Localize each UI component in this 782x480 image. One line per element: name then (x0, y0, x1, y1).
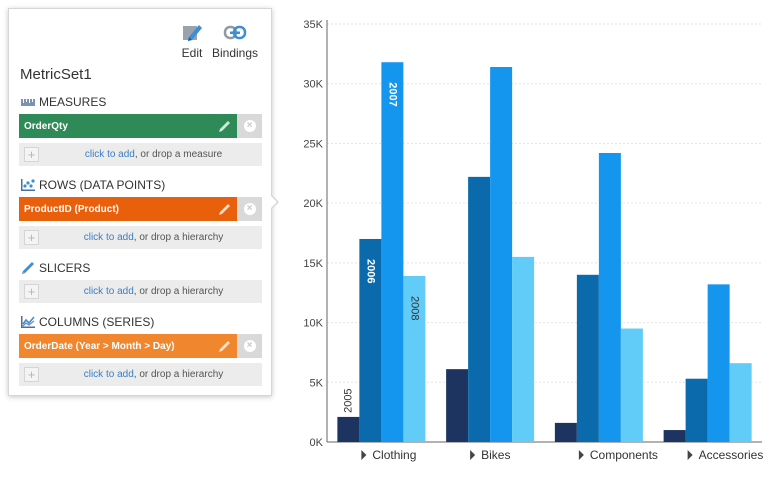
bar (512, 256, 535, 442)
measure-add-hint: , or drop a measure (134, 149, 223, 160)
column-orderdate-label: OrderDate (Year > Month > Day) (24, 340, 175, 352)
bar (337, 416, 360, 442)
columns-add-hint: , or drop a hierarchy (133, 369, 224, 380)
series-label: 2007 (386, 82, 398, 106)
series-label: 2006 (364, 259, 376, 283)
bar (598, 152, 621, 443)
measure-add-link[interactable]: click to add (84, 149, 135, 160)
rows-drop-zone[interactable]: + click to add, or drop a hierarchy (19, 226, 262, 249)
rows-add-hint: , or drop a hierarchy (133, 232, 224, 243)
bar (490, 66, 513, 442)
measure-drop-zone[interactable]: + click to add, or drop a measure (19, 143, 262, 166)
bar-chart-svg: 0K 5K 10K 15K 20K 25K 30K 35K 2005 2006 2007 2008 Cl… (303, 19, 764, 462)
columns-add-link[interactable]: click to add (83, 369, 134, 380)
close-icon: × (243, 340, 256, 352)
bindings-label: Bindings (211, 46, 259, 60)
plus-icon[interactable]: + (24, 230, 39, 245)
category-label[interactable]: Bikes (481, 448, 510, 462)
bar (663, 430, 686, 442)
y-tick-label: 0K (310, 437, 324, 449)
metric-set-panel: Edit Bindings MetricSet1 MEASURES OrderQ… (8, 8, 272, 396)
category-label[interactable]: Accessories (699, 448, 764, 462)
panel-pointer (270, 194, 279, 210)
close-icon: × (243, 120, 256, 132)
y-tick-label: 20K (303, 198, 323, 210)
category-label[interactable]: Components (590, 448, 658, 462)
slicers-heading: SLICERS (20, 261, 90, 275)
measure-orderqty-label: OrderQty (24, 120, 68, 132)
edit-icon (183, 25, 202, 41)
y-tick-label: 30K (303, 79, 323, 91)
y-tick-label: 5K (310, 377, 324, 389)
expand-arrow-icon[interactable] (361, 450, 367, 460)
plus-icon[interactable]: + (24, 284, 39, 299)
plus-icon[interactable]: + (24, 367, 39, 382)
remove-column-button[interactable]: × (237, 334, 262, 358)
bar (403, 275, 426, 442)
line-chart-icon (21, 316, 35, 328)
measures-heading: MEASURES (20, 95, 106, 109)
slicers-add-link[interactable]: click to add (83, 286, 134, 297)
bar (554, 422, 577, 442)
bindings-button[interactable]: Bindings (210, 23, 260, 60)
row-productid-pill[interactable]: ProductID (Product) (19, 197, 237, 221)
edit-label: Edit (181, 46, 203, 60)
y-tick-label: 15K (303, 258, 323, 270)
pencil-icon[interactable] (218, 339, 232, 353)
expand-arrow-icon[interactable] (687, 450, 693, 460)
pencil-icon[interactable] (218, 202, 232, 216)
row-productid-label: ProductID (Product) (24, 203, 119, 215)
columns-heading-text: COLUMNS (SERIES) (39, 315, 155, 329)
bar-chart: 0K 5K 10K 15K 20K 25K 30K 35K 2005 2006 2007 2008 Cl… (280, 0, 782, 480)
series-label: 2005 (342, 388, 354, 412)
bar (468, 176, 491, 442)
bar (381, 62, 404, 443)
rows-heading-text: ROWS (DATA POINTS) (39, 178, 166, 192)
scatter-icon (21, 179, 35, 191)
y-tick-label: 10K (303, 318, 323, 330)
pencil-icon[interactable] (218, 119, 232, 133)
slicers-drop-zone[interactable]: + click to add, or drop a hierarchy (19, 280, 262, 303)
remove-row-button[interactable]: × (237, 197, 262, 221)
plus-icon[interactable]: + (24, 147, 39, 162)
bar (620, 328, 643, 442)
y-tick-label: 25K (303, 138, 323, 150)
bar (576, 274, 599, 442)
rows-add-link[interactable]: click to add (83, 232, 134, 243)
bar (359, 238, 382, 442)
slicers-heading-text: SLICERS (39, 261, 91, 275)
expand-arrow-icon[interactable] (470, 450, 476, 460)
close-icon: × (243, 203, 256, 215)
column-orderdate-pill[interactable]: OrderDate (Year > Month > Day) (19, 334, 237, 358)
bar (685, 378, 708, 442)
columns-drop-zone[interactable]: + click to add, or drop a hierarchy (19, 363, 262, 386)
slicers-add-hint: , or drop a hierarchy (133, 286, 224, 297)
remove-measure-button[interactable]: × (237, 114, 262, 138)
measures-heading-text: MEASURES (39, 95, 107, 109)
expand-arrow-icon[interactable] (578, 450, 584, 460)
ruler-icon (21, 99, 35, 106)
category-label[interactable]: Clothing (372, 448, 416, 462)
bar (446, 369, 469, 442)
measure-orderqty-pill[interactable]: OrderQty (19, 114, 237, 138)
metric-set-name: MetricSet1 (20, 66, 92, 83)
edit-button[interactable]: Edit (179, 23, 205, 60)
bar (707, 284, 730, 442)
columns-heading: COLUMNS (SERIES) (20, 315, 154, 329)
series-label: 2008 (408, 296, 420, 320)
link-icon (223, 25, 247, 40)
y-tick-label: 35K (303, 19, 323, 31)
slicer-icon (22, 262, 34, 274)
rows-heading: ROWS (DATA POINTS) (20, 178, 165, 192)
bar (729, 363, 752, 442)
